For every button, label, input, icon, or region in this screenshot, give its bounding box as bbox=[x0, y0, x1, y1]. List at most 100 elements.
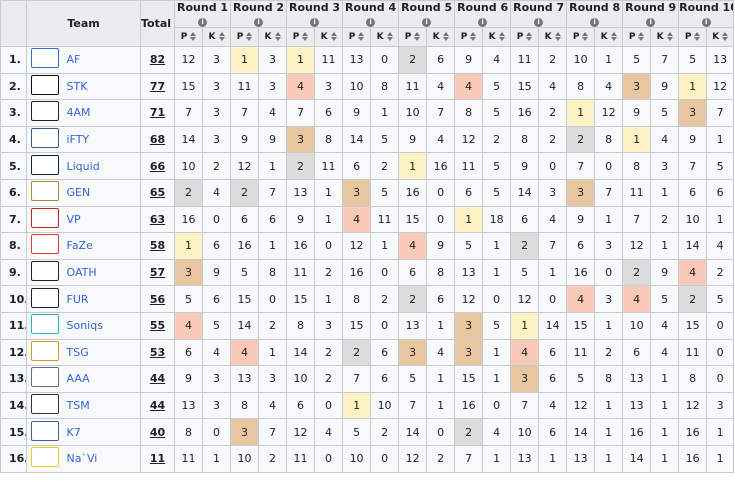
faze-logo[interactable] bbox=[30, 234, 59, 255]
sort-icon[interactable] bbox=[526, 32, 533, 41]
sort-icon[interactable] bbox=[218, 32, 225, 41]
team-name-link[interactable]: TSM bbox=[62, 391, 142, 420]
kills-cell: 1 bbox=[706, 125, 735, 154]
sort-icon[interactable] bbox=[246, 32, 253, 41]
k-header[interactable]: K bbox=[258, 27, 288, 47]
af-logo[interactable] bbox=[30, 48, 59, 69]
p-header[interactable]: P bbox=[454, 27, 484, 47]
k-header[interactable]: K bbox=[650, 27, 680, 47]
sort-icon[interactable] bbox=[190, 32, 197, 41]
4am-logo[interactable] bbox=[30, 101, 59, 122]
sort-icon[interactable] bbox=[694, 32, 701, 41]
team-name-link[interactable]: STK bbox=[62, 72, 142, 101]
sort-icon[interactable] bbox=[722, 32, 729, 41]
info-icon[interactable]: i bbox=[701, 17, 711, 27]
sort-icon[interactable] bbox=[582, 32, 589, 41]
team-name-link[interactable]: FaZe bbox=[62, 232, 142, 260]
sort-icon[interactable] bbox=[638, 32, 645, 41]
team-name-link[interactable]: 4AM bbox=[62, 99, 142, 127]
info-icon[interactable]: i bbox=[198, 17, 208, 27]
p-header[interactable]: P bbox=[174, 27, 204, 47]
team-name-link[interactable]: TSG bbox=[62, 338, 142, 367]
team-logo-cell bbox=[26, 285, 63, 313]
vp-logo[interactable] bbox=[30, 207, 59, 228]
kills-cell: 1 bbox=[650, 232, 680, 260]
placement-cell: 11 bbox=[678, 338, 708, 367]
sort-icon[interactable] bbox=[274, 32, 281, 41]
team-name-link[interactable]: OATH bbox=[62, 258, 142, 287]
info-icon[interactable]: i bbox=[646, 17, 656, 27]
team-header[interactable]: Team bbox=[25, 0, 142, 47]
info-icon[interactable]: i bbox=[534, 17, 544, 27]
info-icon[interactable]: i bbox=[310, 17, 320, 27]
k-header[interactable]: K bbox=[202, 27, 232, 47]
team-name-link[interactable]: K7 bbox=[62, 418, 142, 446]
team-name-link[interactable]: GEN bbox=[62, 178, 142, 207]
sort-icon[interactable] bbox=[442, 32, 449, 41]
tsg-logo[interactable] bbox=[30, 340, 59, 361]
team-name-link[interactable]: Na`Vi bbox=[62, 444, 142, 473]
p-header[interactable]: P bbox=[342, 27, 372, 47]
sort-icon[interactable] bbox=[470, 32, 477, 41]
info-icon[interactable]: i bbox=[254, 17, 264, 27]
team-name-link[interactable]: FUR bbox=[62, 285, 142, 313]
sort-icon[interactable] bbox=[414, 32, 421, 41]
kills-cell: 1 bbox=[258, 338, 288, 367]
p-header[interactable]: P bbox=[230, 27, 260, 47]
liquid-logo[interactable] bbox=[30, 154, 59, 175]
team-name-link[interactable]: Soniqs bbox=[62, 311, 142, 340]
aaa-logo[interactable] bbox=[30, 367, 59, 388]
p-header[interactable]: P bbox=[678, 27, 708, 47]
p-header[interactable]: P bbox=[566, 27, 596, 47]
p-header[interactable]: P bbox=[622, 27, 652, 47]
team-name-link[interactable]: Liquid bbox=[62, 152, 142, 180]
sort-icon[interactable] bbox=[610, 32, 617, 41]
soniqs-logo[interactable] bbox=[30, 314, 59, 335]
sort-icon[interactable] bbox=[302, 32, 309, 41]
kills-cell: 5 bbox=[482, 178, 512, 207]
kills-cell: 6 bbox=[538, 418, 568, 446]
total-points: 71 bbox=[140, 99, 176, 127]
info-icon[interactable]: i bbox=[590, 17, 600, 27]
team-name-link[interactable]: VP bbox=[62, 205, 142, 234]
p-header[interactable]: P bbox=[510, 27, 540, 47]
stk-logo[interactable] bbox=[30, 74, 59, 95]
info-icon[interactable]: i bbox=[422, 17, 432, 27]
sort-icon[interactable] bbox=[330, 32, 337, 41]
fur-logo[interactable] bbox=[30, 287, 59, 308]
team-logo-cell bbox=[26, 258, 63, 287]
team-name-link[interactable]: AF bbox=[62, 46, 142, 74]
k-header[interactable]: K bbox=[594, 27, 624, 47]
oath-logo[interactable] bbox=[30, 261, 59, 282]
kills-cell: 11 bbox=[314, 46, 344, 74]
team-name-link[interactable]: AAA bbox=[62, 365, 142, 393]
ifty-logo[interactable] bbox=[30, 128, 59, 149]
sort-icon[interactable] bbox=[666, 32, 673, 41]
tsm-logo[interactable] bbox=[30, 394, 59, 415]
total-points: 58 bbox=[140, 232, 176, 260]
p-header[interactable]: P bbox=[398, 27, 428, 47]
standings-table: Team Total Round 1 i Round 2 i Round 3 i Round 4… bbox=[0, 0, 735, 473]
sort-icon[interactable] bbox=[498, 32, 505, 41]
k-header[interactable]: K bbox=[370, 27, 400, 47]
info-icon[interactable]: i bbox=[366, 17, 376, 27]
team-name-link[interactable]: iFTY bbox=[62, 125, 142, 154]
navi-logo[interactable] bbox=[30, 447, 59, 468]
k-header[interactable]: K bbox=[482, 27, 512, 47]
k-header[interactable]: K bbox=[706, 27, 735, 47]
sort-icon[interactable] bbox=[386, 32, 393, 41]
p-header[interactable]: P bbox=[286, 27, 316, 47]
placement-cell: 8 bbox=[622, 152, 652, 180]
gen-logo[interactable] bbox=[30, 181, 59, 202]
sort-icon[interactable] bbox=[554, 32, 561, 41]
kills-cell: 6 bbox=[426, 46, 456, 74]
rank-cell: 1. bbox=[0, 46, 27, 74]
sort-icon[interactable] bbox=[358, 32, 365, 41]
info-icon[interactable]: i bbox=[478, 17, 488, 27]
k7-logo[interactable] bbox=[30, 420, 59, 441]
total-header[interactable]: Total bbox=[140, 0, 176, 47]
k-header[interactable]: K bbox=[314, 27, 344, 47]
k-header[interactable]: K bbox=[538, 27, 568, 47]
k-header[interactable]: K bbox=[426, 27, 456, 47]
